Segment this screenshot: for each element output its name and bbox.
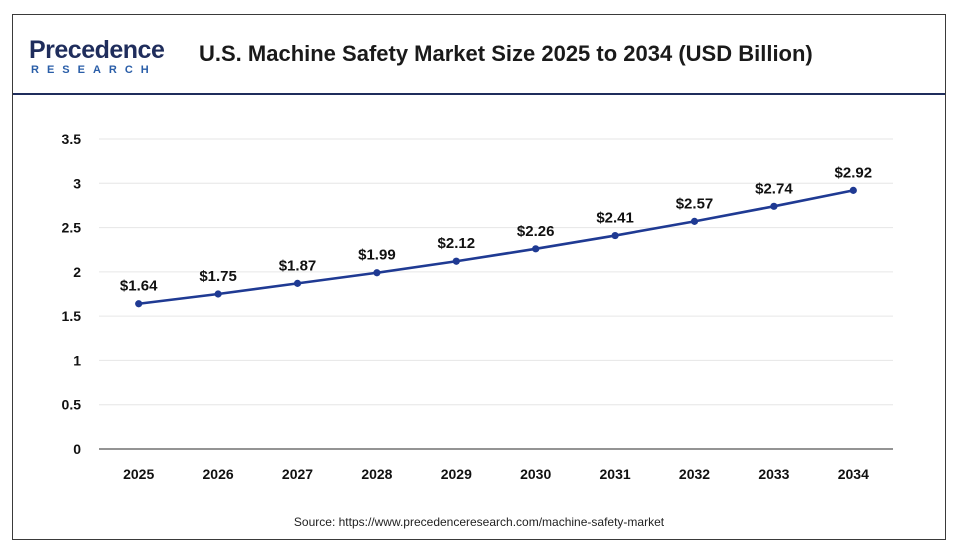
y-tick-label: 0.5 [62,397,82,413]
data-point [135,300,143,308]
x-tick-labels: 2025 2026 2027 2028 2029 2030 2031 2032 2033 2034 [123,466,869,482]
data-point [849,186,857,194]
y-tick-label: 3.5 [62,131,82,147]
y-tick-label: 0 [73,441,81,457]
data-point [532,245,540,253]
logo-subtitle: RESEARCH [31,64,157,76]
x-tick-label: 2034 [838,466,869,482]
data-label: $1.64 [120,278,158,295]
data-point [214,290,222,298]
data-label: $1.75 [199,268,237,285]
data-point [452,257,460,265]
data-label: $2.74 [755,180,793,197]
x-tick-label: 2028 [361,466,392,482]
chart-frame: Precedence RESEARCH U.S. Machine Safety … [12,14,946,540]
x-tick-label: 2031 [600,466,631,482]
data-label: $2.41 [596,210,634,227]
y-tick-label: 2.5 [62,220,82,236]
data-points [135,186,857,308]
y-tick-label: 3 [73,175,81,191]
chart-title: U.S. Machine Safety Market Size 2025 to … [199,41,813,66]
y-tick-label: 1.5 [62,308,82,324]
series-line [138,189,854,306]
data-point [293,279,302,287]
data-label: $2.92 [835,164,873,181]
logo-wordmark: Precedence [29,36,165,64]
y-tick-label: 1 [73,352,81,368]
data-labels: $1.64 $1.75 $1.87 $1.99 $2.12 $2.26 $2.41 $2.57… [120,164,872,294]
x-tick-label: 2025 [123,466,154,482]
x-tick-label: 2032 [679,466,710,482]
x-tick-label: 2033 [758,466,789,482]
chart-header: Precedence RESEARCH U.S. Machine Safety … [13,15,945,95]
data-point [770,202,778,210]
y-tick-labels: 0 0.5 1 1.5 2 2.5 3 3.5 [62,131,82,457]
data-label: $2.57 [676,195,714,212]
precedence-research-logo: Precedence RESEARCH [29,37,179,81]
x-tick-label: 2029 [441,466,472,482]
x-tick-label: 2027 [282,466,313,482]
data-point [611,231,619,240]
data-label: $1.87 [279,257,317,274]
y-tick-label: 2 [73,264,81,280]
data-label: $2.12 [438,235,476,252]
data-point [690,217,699,225]
source-note: Source: https://www.precedenceresearch.c… [293,515,665,529]
data-label: $1.99 [358,247,396,264]
x-tick-label: 2030 [520,466,551,482]
gridlines [99,138,893,406]
line-chart: 0 0.5 1 1.5 2 2.5 3 3.5 2025 2026 2027 2028 2029 203… [62,131,893,482]
x-tick-label: 2026 [203,466,234,482]
series-line-market-size [138,189,854,306]
data-label: $2.26 [517,223,555,240]
data-point [373,269,381,277]
